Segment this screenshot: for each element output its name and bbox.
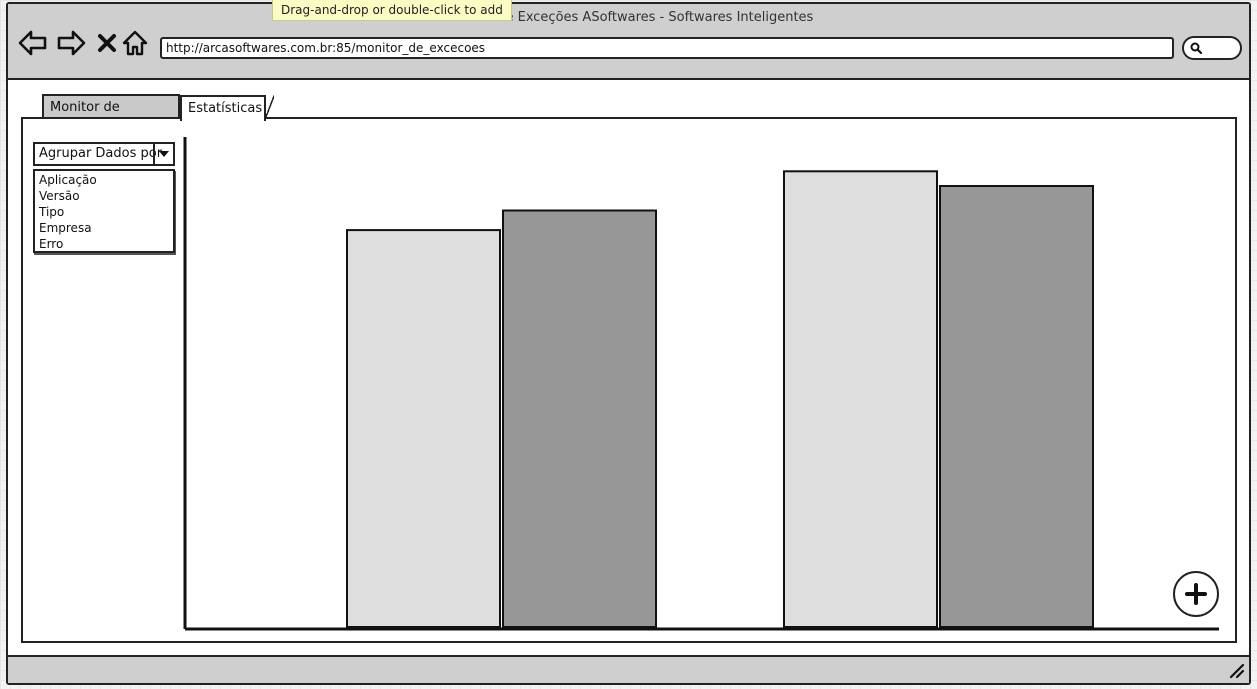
- chevron-down-icon[interactable]: [153, 144, 173, 164]
- tab-label: Estatísticas: [188, 101, 263, 116]
- search-icon: [1190, 42, 1203, 55]
- bar-group-1-series-2: [502, 209, 657, 628]
- forward-arrow-icon[interactable]: [56, 28, 86, 58]
- group-by-label: Agrupar Dados por: [39, 146, 163, 161]
- add-chart-button[interactable]: [1173, 571, 1219, 617]
- address-bar-input[interactable]: http://arcasoftwares.com.br:85/monitor_d…: [160, 37, 1174, 59]
- group-by-dropdown[interactable]: Agrupar Dados por: [33, 142, 175, 166]
- browser-window: Monitor de Exceções ASoftwares - Softwar…: [6, 2, 1251, 685]
- option-versao[interactable]: Versão: [39, 189, 80, 203]
- home-icon[interactable]: [120, 28, 150, 58]
- plus-icon: [1185, 583, 1207, 605]
- drag-drop-tooltip: Drag-and-drop or double-click to add: [272, 0, 512, 21]
- option-tipo[interactable]: Tipo: [39, 205, 65, 219]
- window-title: Monitor de Exceções ASoftwares - Softwar…: [443, 10, 814, 25]
- option-empresa[interactable]: Empresa: [39, 221, 92, 235]
- back-arrow-icon[interactable]: [18, 28, 48, 58]
- tab-monitor-de-excecoes[interactable]: Monitor de Exceções: [42, 94, 180, 139]
- bar-chart: [183, 137, 1219, 631]
- browser-search-input[interactable]: [1182, 36, 1242, 60]
- close-x-icon[interactable]: [92, 28, 122, 58]
- option-erro[interactable]: Erro: [39, 237, 64, 251]
- statistics-panel: Agrupar Dados por Aplicação Versão Tipo …: [21, 117, 1237, 643]
- tab-estatisticas[interactable]: Estatísticas: [180, 95, 274, 121]
- group-by-options-list: Aplicação Versão Tipo Empresa Erro: [33, 169, 175, 253]
- bar-group-2-series-1: [783, 170, 938, 629]
- option-aplicacao[interactable]: Aplicação: [39, 173, 97, 187]
- browser-titlebar: Monitor de Exceções ASoftwares - Softwar…: [8, 4, 1249, 80]
- bar-group-2-series-2: [939, 185, 1094, 628]
- browser-statusbar: [8, 655, 1249, 683]
- resize-grip-icon[interactable]: [1229, 663, 1245, 679]
- bar-group-1-series-1: [346, 229, 501, 628]
